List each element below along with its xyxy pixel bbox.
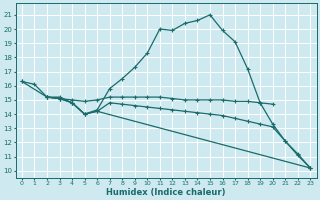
X-axis label: Humidex (Indice chaleur): Humidex (Indice chaleur)	[106, 188, 226, 197]
